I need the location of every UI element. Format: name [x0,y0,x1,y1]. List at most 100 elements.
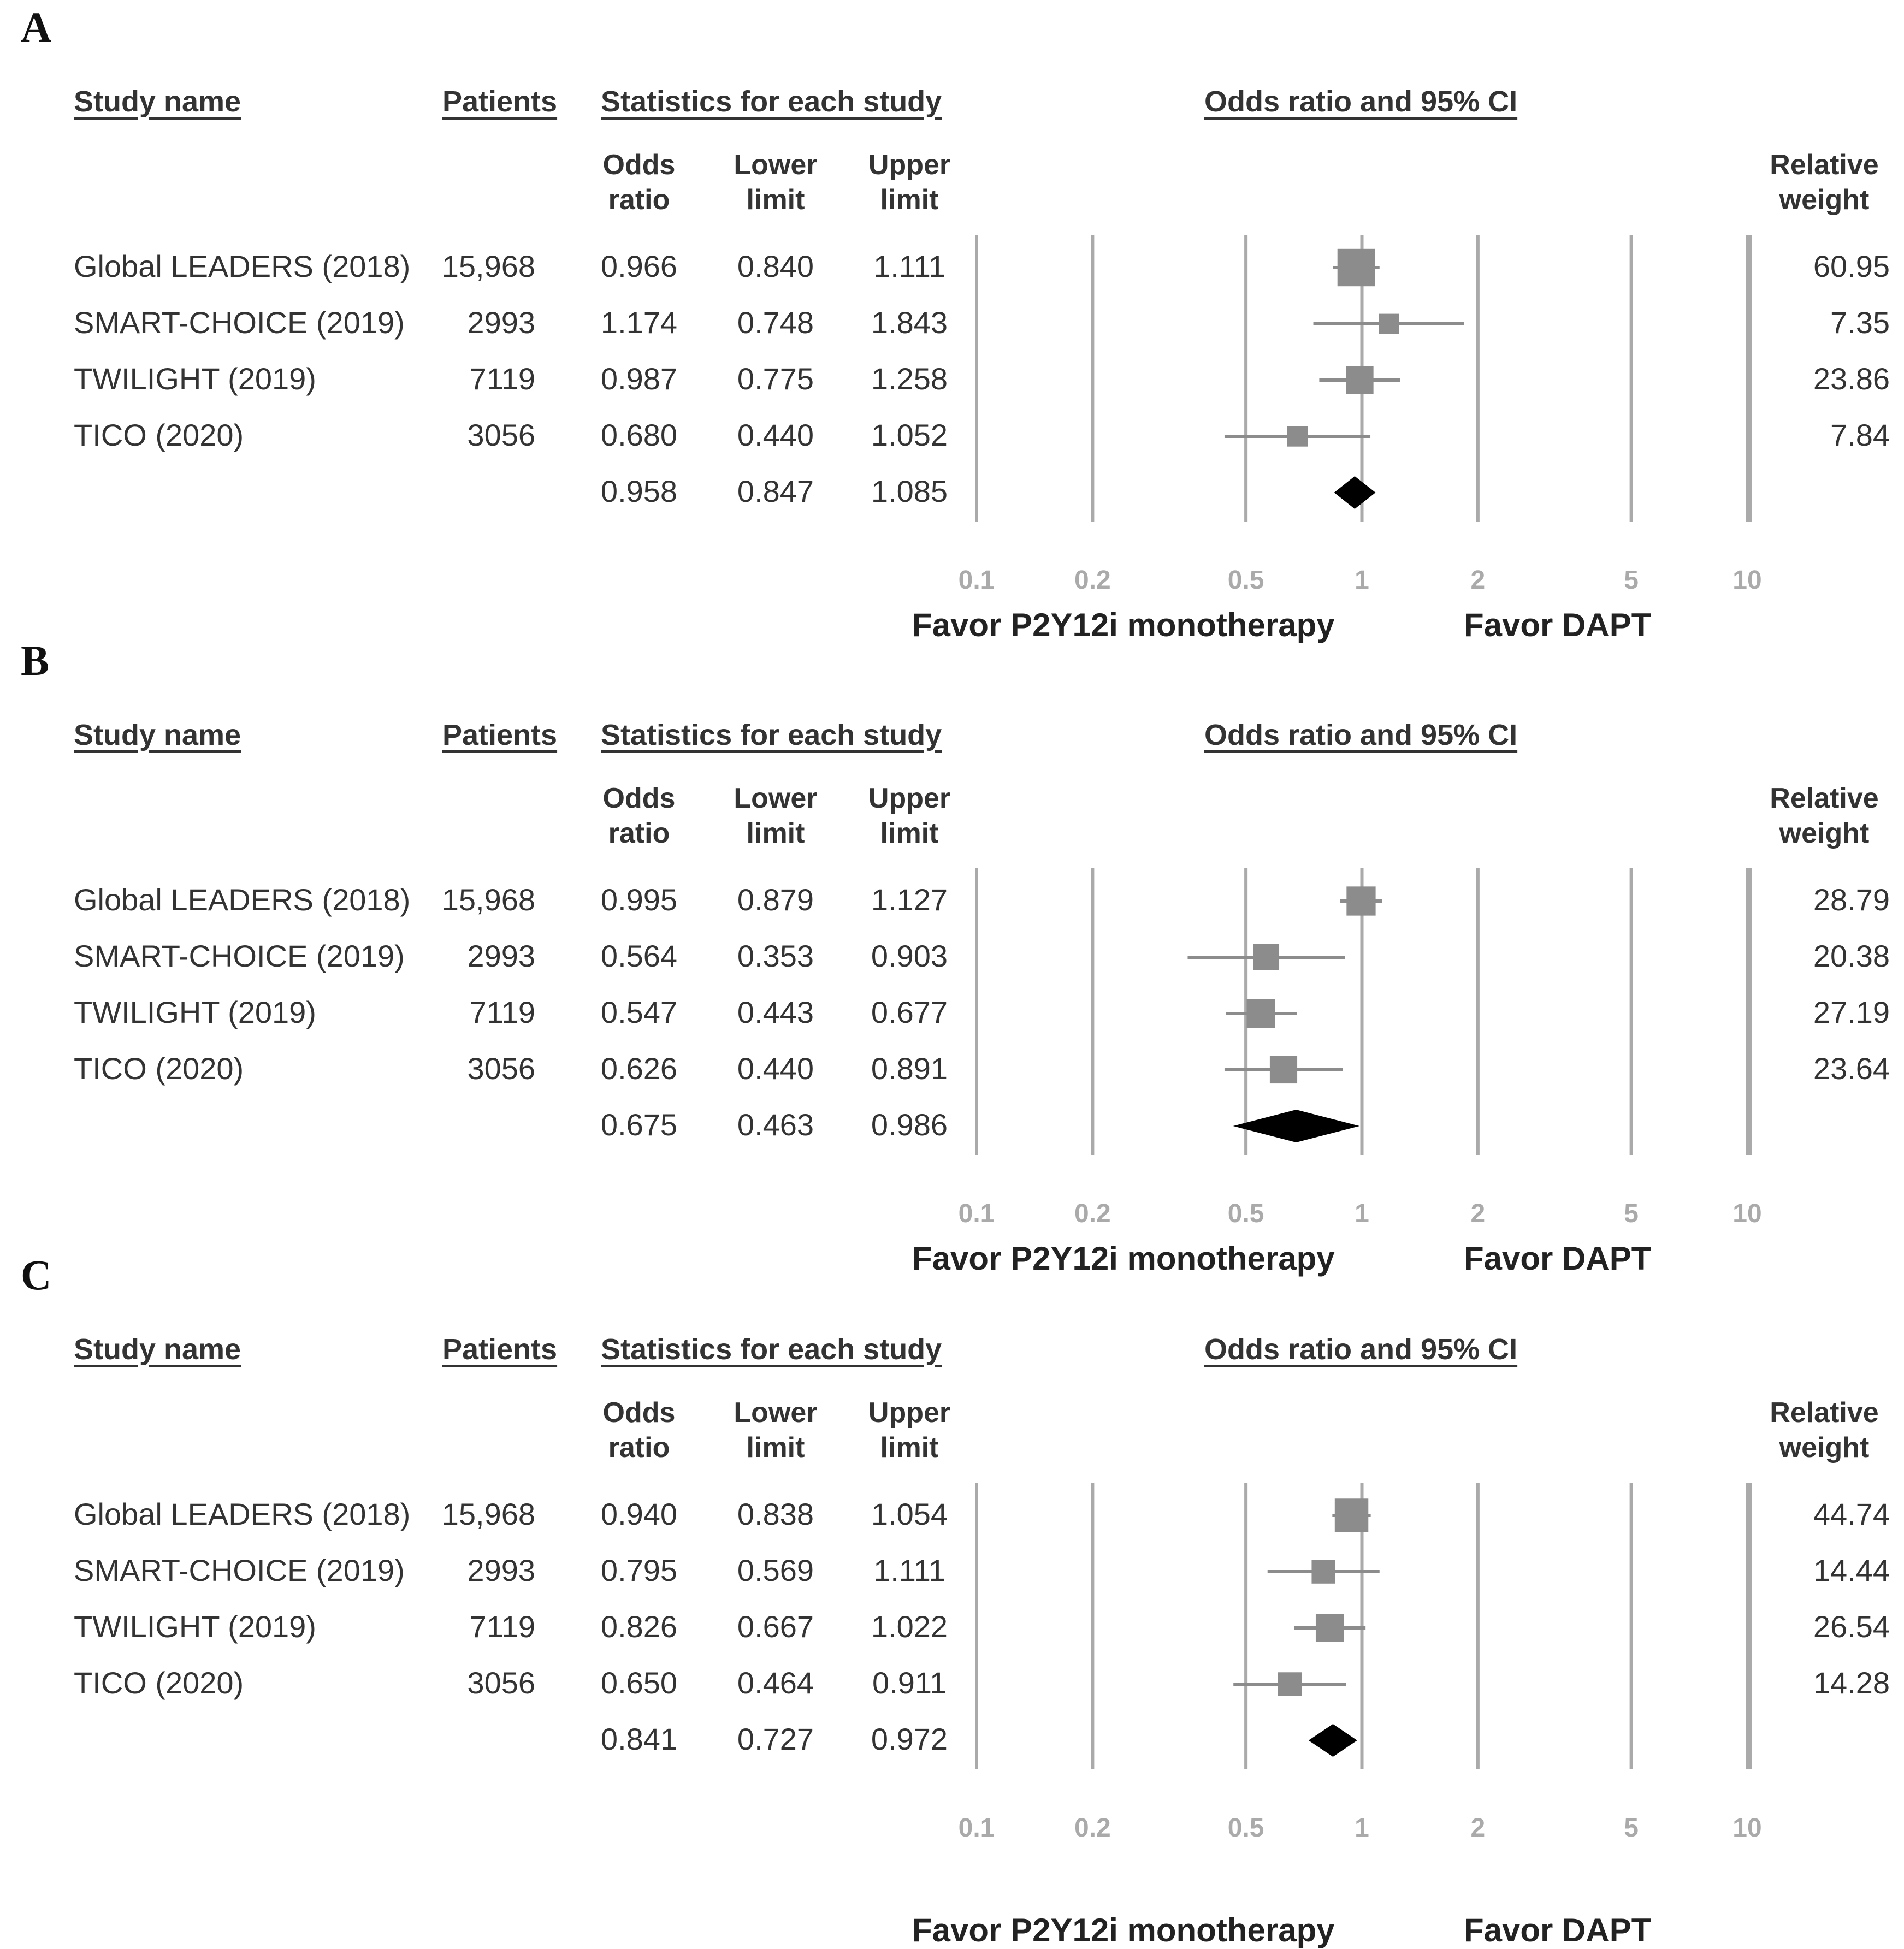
study-name-header: Study name [74,85,241,118]
upper-limit-subheader: Upper limit [868,149,951,216]
study-name: TICO (2020) [74,1051,244,1086]
relative-weight-value: 44.74 [1813,1497,1890,1531]
study-point-marker [1346,886,1376,916]
summary-lower-limit: 0.463 [737,1107,814,1142]
relative-weight-value: 7.35 [1830,305,1890,340]
panel-label: C [21,1251,52,1299]
patients-value: 15,968 [441,249,535,283]
study-point-marker [1287,426,1308,447]
patients-value: 7119 [469,995,535,1029]
axis-tick-label: 2 [1470,1814,1486,1843]
axis-tick-label: 10 [1732,1814,1762,1843]
forest-panel-b: B Study name Patients Statistics for each s… [0,633,1904,1277]
patients-header: Patients [442,85,558,118]
lower-limit-value: 0.667 [737,1609,814,1644]
or-ci-header: Odds ratio and 95% CI [1204,719,1518,751]
upper-limit-subheader: Upper limit [868,783,951,849]
axis-tick-label: 0.5 [1227,1814,1264,1843]
summary-upper-limit: 1.085 [871,474,948,508]
upper-limit-subheader: Upper limit [868,1397,951,1464]
upper-limit-value: 1.258 [871,362,948,396]
odds-ratio-subheader: Odds ratio [602,783,676,849]
axis-tick-label: 0.1 [958,566,995,595]
study-name: TICO (2020) [74,1666,244,1700]
summary-lower-limit: 0.847 [737,474,814,508]
summary-diamond [1308,1724,1357,1757]
forest-plot-area [975,868,1752,1155]
odds-ratio-value: 0.987 [600,362,678,396]
study-name: SMART-CHOICE (2019) [74,1553,405,1587]
summary-diamond [1334,476,1376,509]
forest-panel-a: A Study name Patients Statistics for each s… [0,0,1904,643]
lower-limit-subheader: Lower limit [734,1397,818,1464]
patients-value: 3056 [467,1666,535,1700]
lower-limit-value: 0.879 [737,882,814,917]
relative-weight-value: 20.38 [1813,939,1890,973]
relative-weight-value: 23.86 [1813,362,1890,396]
upper-limit-value: 0.677 [871,995,948,1029]
upper-limit-value: 1.111 [873,1553,945,1587]
lower-limit-value: 0.440 [737,418,814,452]
axis-tick-label: 5 [1624,1199,1639,1228]
study-name: Global LEADERS (2018) [74,249,411,283]
relative-weight-value: 23.64 [1813,1051,1890,1086]
study-point-marker [1379,313,1399,334]
axis-tick-label: 0.1 [958,1814,995,1843]
upper-limit-value: 1.127 [871,882,948,917]
upper-limit-value: 0.903 [871,939,948,973]
lower-limit-value: 0.840 [737,249,814,283]
lower-limit-value: 0.775 [737,362,814,396]
odds-ratio-value: 0.940 [600,1497,678,1531]
axis-tick-label: 0.5 [1227,1199,1264,1228]
study-point-marker [1278,1672,1302,1696]
axis-tick-label: 5 [1624,1814,1639,1843]
patients-value: 3056 [467,418,535,452]
patients-header: Patients [442,719,558,751]
axis-tick-label: 0.2 [1074,566,1111,595]
summary-diamond [1233,1110,1360,1142]
study-name: TWILIGHT (2019) [74,1609,316,1644]
odds-ratio-value: 1.174 [600,305,678,340]
axis-tick-label: 0.2 [1074,1199,1111,1228]
relative-weight-subheader: Relative weight [1770,1397,1879,1464]
panel-label: A [21,3,52,51]
axis-tick-label: 0.1 [958,1199,995,1228]
forest-panel-c: C Study name Patients Statistics for each s… [0,1248,1904,1948]
favor-right-label: Favor DAPT [1464,1912,1652,1948]
relative-weight-value: 28.79 [1813,882,1890,917]
statistics-header: Statistics for each study [601,719,942,751]
relative-weight-subheader: Relative weight [1770,783,1879,849]
statistics-header: Statistics for each study [601,85,942,118]
summary-odds-ratio: 0.841 [600,1722,678,1756]
axis-tick-label: 1 [1355,1199,1369,1228]
lower-limit-subheader: Lower limit [734,783,818,849]
odds-ratio-subheader: Odds ratio [602,149,676,216]
odds-ratio-value: 0.995 [600,882,678,917]
lower-limit-value: 0.353 [737,939,814,973]
patients-value: 7119 [469,362,535,396]
favor-right-label: Favor DAPT [1464,607,1652,643]
study-name: SMART-CHOICE (2019) [74,939,405,973]
axis-tick-label: 10 [1732,566,1762,595]
upper-limit-value: 1.022 [871,1609,948,1644]
axis-tick-label: 1 [1355,566,1369,595]
axis-tick-label: 2 [1470,566,1486,595]
favor-right-label: Favor DAPT [1464,1240,1652,1277]
lower-limit-subheader: Lower limit [734,149,818,216]
study-point-marker [1246,999,1275,1028]
lower-limit-value: 0.569 [737,1553,814,1587]
relative-weight-value: 60.95 [1813,249,1890,283]
summary-upper-limit: 0.972 [871,1722,948,1756]
odds-ratio-value: 0.547 [600,995,678,1029]
study-name-header: Study name [74,1333,241,1366]
study-name: TWILIGHT (2019) [74,995,316,1029]
lower-limit-value: 0.464 [737,1666,814,1700]
favor-left-label: Favor P2Y12i monotherapy [912,607,1335,643]
statistics-header: Statistics for each study [601,1333,942,1366]
relative-weight-value: 14.28 [1813,1666,1890,1700]
odds-ratio-value: 0.564 [600,939,678,973]
lower-limit-value: 0.748 [737,305,814,340]
patients-value: 15,968 [441,882,535,917]
odds-ratio-value: 0.650 [600,1666,678,1700]
relative-weight-subheader: Relative weight [1770,149,1879,216]
